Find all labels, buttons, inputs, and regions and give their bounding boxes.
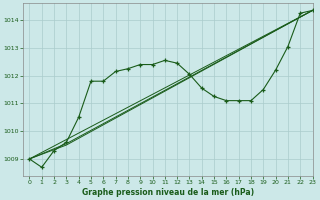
X-axis label: Graphe pression niveau de la mer (hPa): Graphe pression niveau de la mer (hPa) — [82, 188, 254, 197]
